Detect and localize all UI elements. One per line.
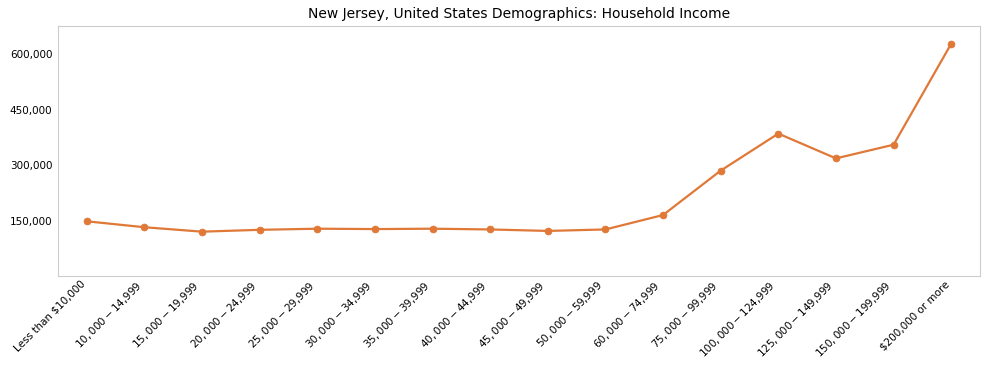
- Title: New Jersey, United States Demographics: Household Income: New Jersey, United States Demographics: …: [308, 7, 730, 21]
